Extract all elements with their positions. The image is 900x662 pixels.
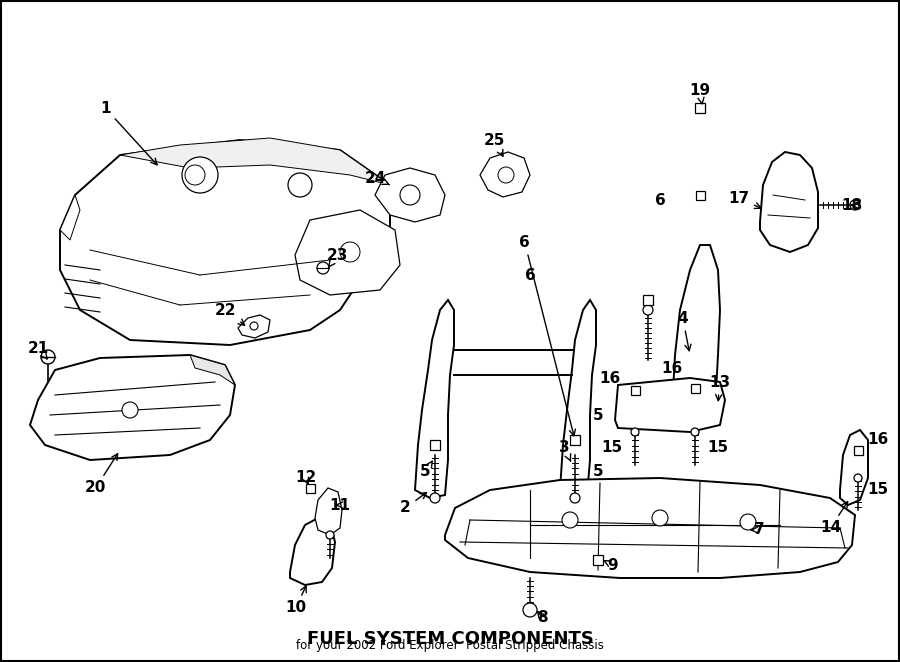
Circle shape (643, 305, 653, 315)
Polygon shape (120, 138, 390, 185)
Polygon shape (238, 315, 270, 338)
Text: 1: 1 (100, 101, 158, 165)
Circle shape (740, 514, 756, 530)
Circle shape (41, 350, 55, 364)
Text: 17: 17 (728, 191, 761, 209)
Polygon shape (315, 488, 342, 535)
Text: 15: 15 (707, 440, 729, 455)
Circle shape (498, 167, 514, 183)
Text: 6: 6 (525, 267, 535, 283)
Polygon shape (415, 300, 454, 498)
Polygon shape (672, 245, 720, 418)
Bar (696, 191, 705, 199)
Circle shape (631, 428, 639, 436)
Bar (695, 103, 705, 113)
Text: 22: 22 (215, 303, 245, 325)
Polygon shape (60, 195, 80, 240)
Polygon shape (760, 152, 818, 252)
Polygon shape (615, 378, 725, 432)
Text: 7: 7 (752, 522, 765, 538)
Circle shape (400, 185, 420, 205)
Circle shape (691, 428, 699, 436)
Text: for your 2002 Ford Explorer  Postal Stripped Chassis: for your 2002 Ford Explorer Postal Strip… (296, 639, 604, 652)
Text: FUEL SYSTEM COMPONENTS: FUEL SYSTEM COMPONENTS (307, 630, 593, 648)
Circle shape (523, 603, 537, 617)
Polygon shape (30, 355, 235, 460)
Circle shape (562, 512, 578, 528)
Text: 11: 11 (329, 498, 350, 512)
Bar (430, 440, 440, 450)
Text: 23: 23 (327, 248, 348, 267)
Text: 25: 25 (483, 132, 505, 156)
Text: 4: 4 (678, 310, 691, 351)
Text: 19: 19 (688, 83, 710, 104)
Polygon shape (295, 210, 400, 295)
Circle shape (326, 531, 334, 539)
Bar (631, 385, 640, 395)
Text: 6: 6 (654, 193, 665, 207)
Polygon shape (290, 518, 335, 585)
Text: 16: 16 (599, 371, 621, 385)
Polygon shape (190, 355, 235, 385)
Polygon shape (375, 168, 445, 222)
Polygon shape (445, 478, 855, 578)
Circle shape (317, 262, 329, 274)
Circle shape (340, 242, 360, 262)
Text: 13: 13 (709, 375, 730, 401)
Text: 15: 15 (601, 440, 623, 455)
Circle shape (182, 157, 218, 193)
Text: 18: 18 (841, 197, 862, 213)
Circle shape (570, 493, 580, 503)
Circle shape (430, 493, 440, 503)
Circle shape (250, 322, 258, 330)
Polygon shape (560, 300, 596, 498)
Circle shape (185, 165, 205, 185)
Text: 5: 5 (593, 465, 603, 479)
Polygon shape (840, 430, 868, 505)
Text: 20: 20 (85, 453, 118, 495)
Bar (593, 555, 603, 565)
Circle shape (850, 200, 860, 210)
Circle shape (652, 510, 668, 526)
Bar (853, 446, 862, 455)
Bar (570, 435, 580, 445)
Text: 21: 21 (28, 340, 50, 359)
Text: 8: 8 (537, 610, 548, 626)
Circle shape (122, 402, 138, 418)
Text: 10: 10 (285, 586, 306, 616)
Text: 14: 14 (820, 502, 848, 536)
Bar (305, 483, 314, 493)
Text: 16: 16 (662, 361, 682, 375)
Text: 5: 5 (420, 461, 432, 479)
Bar (643, 295, 653, 305)
Text: 6: 6 (519, 234, 575, 436)
Text: 15: 15 (868, 483, 888, 498)
Text: 9: 9 (604, 557, 618, 573)
Text: 5: 5 (593, 408, 603, 422)
Text: 24: 24 (365, 171, 390, 185)
Text: 12: 12 (295, 471, 316, 485)
Text: 16: 16 (868, 432, 888, 448)
Circle shape (288, 173, 312, 197)
Polygon shape (60, 140, 390, 345)
Circle shape (854, 474, 862, 482)
Polygon shape (480, 152, 530, 197)
Bar (690, 383, 699, 393)
Text: 3: 3 (560, 440, 571, 461)
Text: 2: 2 (400, 493, 427, 516)
